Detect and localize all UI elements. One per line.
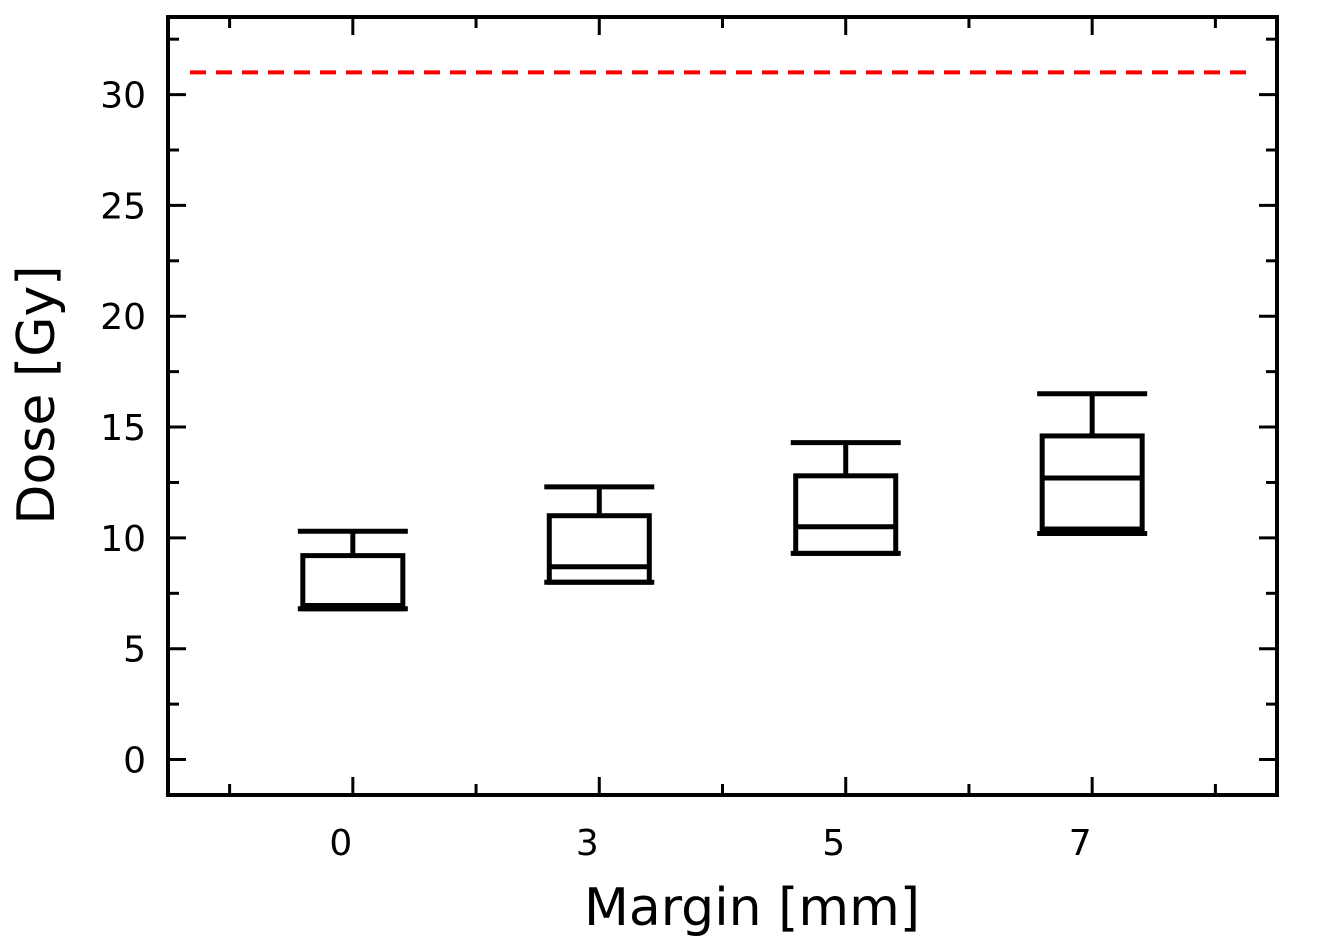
y-tick-label: 10: [100, 519, 146, 560]
y-axis-title: Dose [Gy]: [7, 265, 67, 524]
y-tick-label: 5: [123, 630, 146, 671]
boxes-layer: [297, 391, 1148, 612]
x-tick-label: 5: [822, 823, 845, 864]
axis-ticks: 0 5 10 15 20 25 30 0 3 5 7: [100, 17, 1277, 864]
box-iqr: [793, 473, 899, 556]
plot-frame: [166, 15, 1279, 797]
box-group: [790, 440, 901, 556]
box-iqr: [300, 553, 406, 612]
y-tick-label: 20: [100, 297, 146, 338]
box-group: [1037, 391, 1148, 536]
x-tick-label: 3: [576, 823, 599, 864]
box-group: [297, 528, 408, 612]
x-tick-label: 0: [329, 823, 352, 864]
y-tick-label: 0: [123, 741, 146, 782]
y-tick-label: 15: [100, 408, 146, 449]
y-tick-label: 25: [100, 186, 146, 227]
y-tick-label: 30: [100, 76, 146, 117]
x-tick-label: 7: [1069, 823, 1092, 864]
box-iqr: [1039, 433, 1145, 532]
box-group: [544, 484, 655, 585]
box-iqr: [546, 513, 652, 585]
x-axis-title: Margin [mm]: [584, 878, 920, 938]
